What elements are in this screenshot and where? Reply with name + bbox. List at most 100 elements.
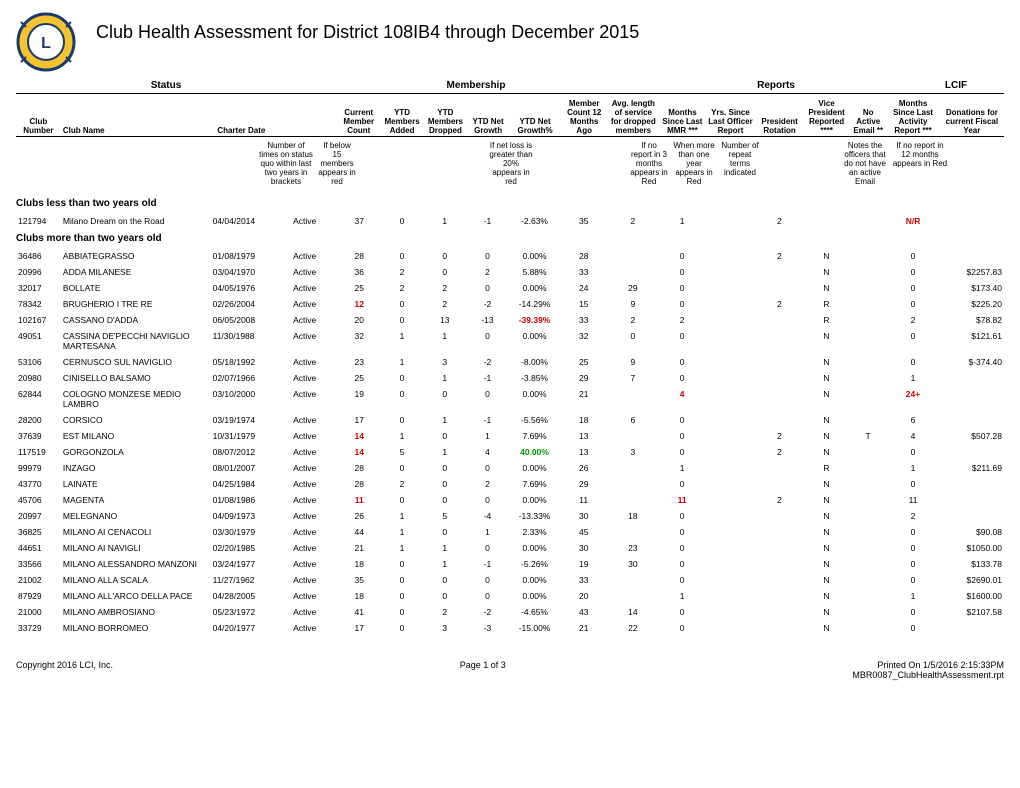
cell-current: 28 bbox=[337, 476, 382, 492]
cell-growth-pct: -2.63% bbox=[508, 213, 561, 229]
cell-pres: 2 bbox=[756, 248, 803, 264]
cell-status: Active bbox=[273, 370, 337, 386]
cell-growth: 0 bbox=[467, 280, 508, 296]
cell-current: 18 bbox=[337, 588, 382, 604]
cell-vp: N bbox=[803, 540, 850, 556]
cell-count12: 25 bbox=[561, 354, 606, 370]
col-charter: Charter Date bbox=[210, 98, 272, 137]
cell-avg bbox=[606, 428, 659, 444]
cell-vp: N bbox=[803, 264, 850, 280]
cell-status: Active bbox=[273, 540, 337, 556]
cell-mmr: 0 bbox=[660, 540, 705, 556]
cell-pres bbox=[756, 386, 803, 412]
table-row: 53106 CERNUSCO SUL NAVIGLIO 05/18/1992 A… bbox=[16, 354, 1004, 370]
cell-num: 117519 bbox=[16, 444, 61, 460]
table-row: 21000 MILANO AMBROSIANO 05/23/1972 Activ… bbox=[16, 604, 1004, 620]
cell-email bbox=[850, 386, 886, 412]
cell-name: CERNUSCO SUL NAVIGLIO bbox=[61, 354, 211, 370]
cell-vp: N bbox=[803, 556, 850, 572]
cell-name: COLOGNO MONZESE MEDIO LAMBRO bbox=[61, 386, 211, 412]
cell-num: 78342 bbox=[16, 296, 61, 312]
cell-status: Active bbox=[273, 460, 337, 476]
cell-growth: -2 bbox=[467, 604, 508, 620]
cell-donations: $173.40 bbox=[940, 280, 1004, 296]
cell-mmr: 0 bbox=[660, 370, 705, 386]
cell-current: 32 bbox=[337, 328, 382, 354]
cell-vp: R bbox=[803, 296, 850, 312]
cell-status: Active bbox=[273, 264, 337, 280]
col-growth-pct: YTD Net Growth% bbox=[508, 98, 561, 137]
cell-mmr: 0 bbox=[660, 556, 705, 572]
cell-name: MILANO ALESSANDRO MANZONI bbox=[61, 556, 211, 572]
cell-growth: -2 bbox=[467, 354, 508, 370]
cell-current: 14 bbox=[337, 428, 382, 444]
table-row: 121794 Milano Dream on the Road 04/04/20… bbox=[16, 213, 1004, 229]
cell-vp: N bbox=[803, 492, 850, 508]
cell-mmr: 0 bbox=[660, 264, 705, 280]
cell-num: 21000 bbox=[16, 604, 61, 620]
cell-added: 2 bbox=[382, 280, 423, 296]
cell-yrs bbox=[705, 444, 756, 460]
table-row: 99979 INZAGO 08/01/2007 Active 28 0 0 0 … bbox=[16, 460, 1004, 476]
col-count12: Member Count 12 Months Ago bbox=[562, 98, 607, 137]
cell-charter: 04/25/1984 bbox=[211, 476, 273, 492]
cell-count12: 11 bbox=[561, 492, 606, 508]
cell-dropped: 2 bbox=[422, 604, 467, 620]
cell-status: Active bbox=[273, 556, 337, 572]
col-status bbox=[272, 98, 336, 137]
cell-charter: 03/19/1974 bbox=[211, 412, 273, 428]
cell-pres: 2 bbox=[756, 213, 803, 229]
cell-added: 1 bbox=[382, 508, 423, 524]
cell-name: BOLLATE bbox=[61, 280, 211, 296]
cell-avg: 2 bbox=[606, 213, 659, 229]
cell-yrs bbox=[705, 328, 756, 354]
cell-added: 0 bbox=[382, 386, 423, 412]
cell-added: 1 bbox=[382, 428, 423, 444]
cell-pres bbox=[756, 620, 803, 636]
cell-donations bbox=[940, 213, 1004, 229]
table-row: 20997 MELEGNANO 04/09/1973 Active 26 1 5… bbox=[16, 508, 1004, 524]
cell-pres bbox=[756, 604, 803, 620]
cell-charter: 02/26/2004 bbox=[211, 296, 273, 312]
cell-added: 0 bbox=[382, 312, 423, 328]
cell-yrs bbox=[705, 213, 756, 229]
table-row: 20980 CINISELLO BALSAMO 02/07/1966 Activ… bbox=[16, 370, 1004, 386]
cell-added: 0 bbox=[382, 604, 423, 620]
table-row: 21002 MILANO ALLA SCALA 11/27/1962 Activ… bbox=[16, 572, 1004, 588]
note-netloss: If net loss is greater than 20% appears … bbox=[486, 141, 536, 186]
cell-avg bbox=[606, 588, 659, 604]
cell-donations: $507.28 bbox=[940, 428, 1004, 444]
cell-growth-pct: -5.56% bbox=[508, 412, 561, 428]
cell-count12: 13 bbox=[561, 428, 606, 444]
col-yrs: Yrs. Since Last Officer Report bbox=[705, 98, 756, 137]
cell-vp: N bbox=[803, 328, 850, 354]
cell-count12: 21 bbox=[561, 620, 606, 636]
cell-donations: $90.08 bbox=[940, 524, 1004, 540]
cell-count12: 21 bbox=[561, 386, 606, 412]
cell-name: CASSANO D'ADDA bbox=[61, 312, 211, 328]
cell-donations: $1600.00 bbox=[940, 588, 1004, 604]
cell-current: 21 bbox=[337, 540, 382, 556]
cell-charter: 08/07/2012 bbox=[211, 444, 273, 460]
cell-charter: 11/30/1988 bbox=[211, 328, 273, 354]
cell-avg: 30 bbox=[606, 556, 659, 572]
cell-added: 0 bbox=[382, 213, 423, 229]
cell-name: CASSINA DE'PECCHI NAVIGLIO MARTESANA bbox=[61, 328, 211, 354]
cell-activity: 0 bbox=[886, 328, 939, 354]
cell-growth-pct: 0.00% bbox=[508, 492, 561, 508]
cell-added: 0 bbox=[382, 412, 423, 428]
cell-dropped: 0 bbox=[422, 264, 467, 280]
cell-status: Active bbox=[273, 328, 337, 354]
table-row: 33566 MILANO ALESSANDRO MANZONI 03/24/19… bbox=[16, 556, 1004, 572]
cell-pres bbox=[756, 370, 803, 386]
cell-dropped: 3 bbox=[422, 354, 467, 370]
cell-growth: 0 bbox=[467, 248, 508, 264]
cell-num: 28200 bbox=[16, 412, 61, 428]
col-pres: President Rotation bbox=[756, 98, 803, 137]
cell-charter: 04/20/1977 bbox=[211, 620, 273, 636]
cell-email bbox=[850, 588, 886, 604]
lions-logo: L bbox=[16, 12, 76, 72]
cell-pres bbox=[756, 508, 803, 524]
cell-vp: N bbox=[803, 370, 850, 386]
cell-mmr: 0 bbox=[660, 620, 705, 636]
